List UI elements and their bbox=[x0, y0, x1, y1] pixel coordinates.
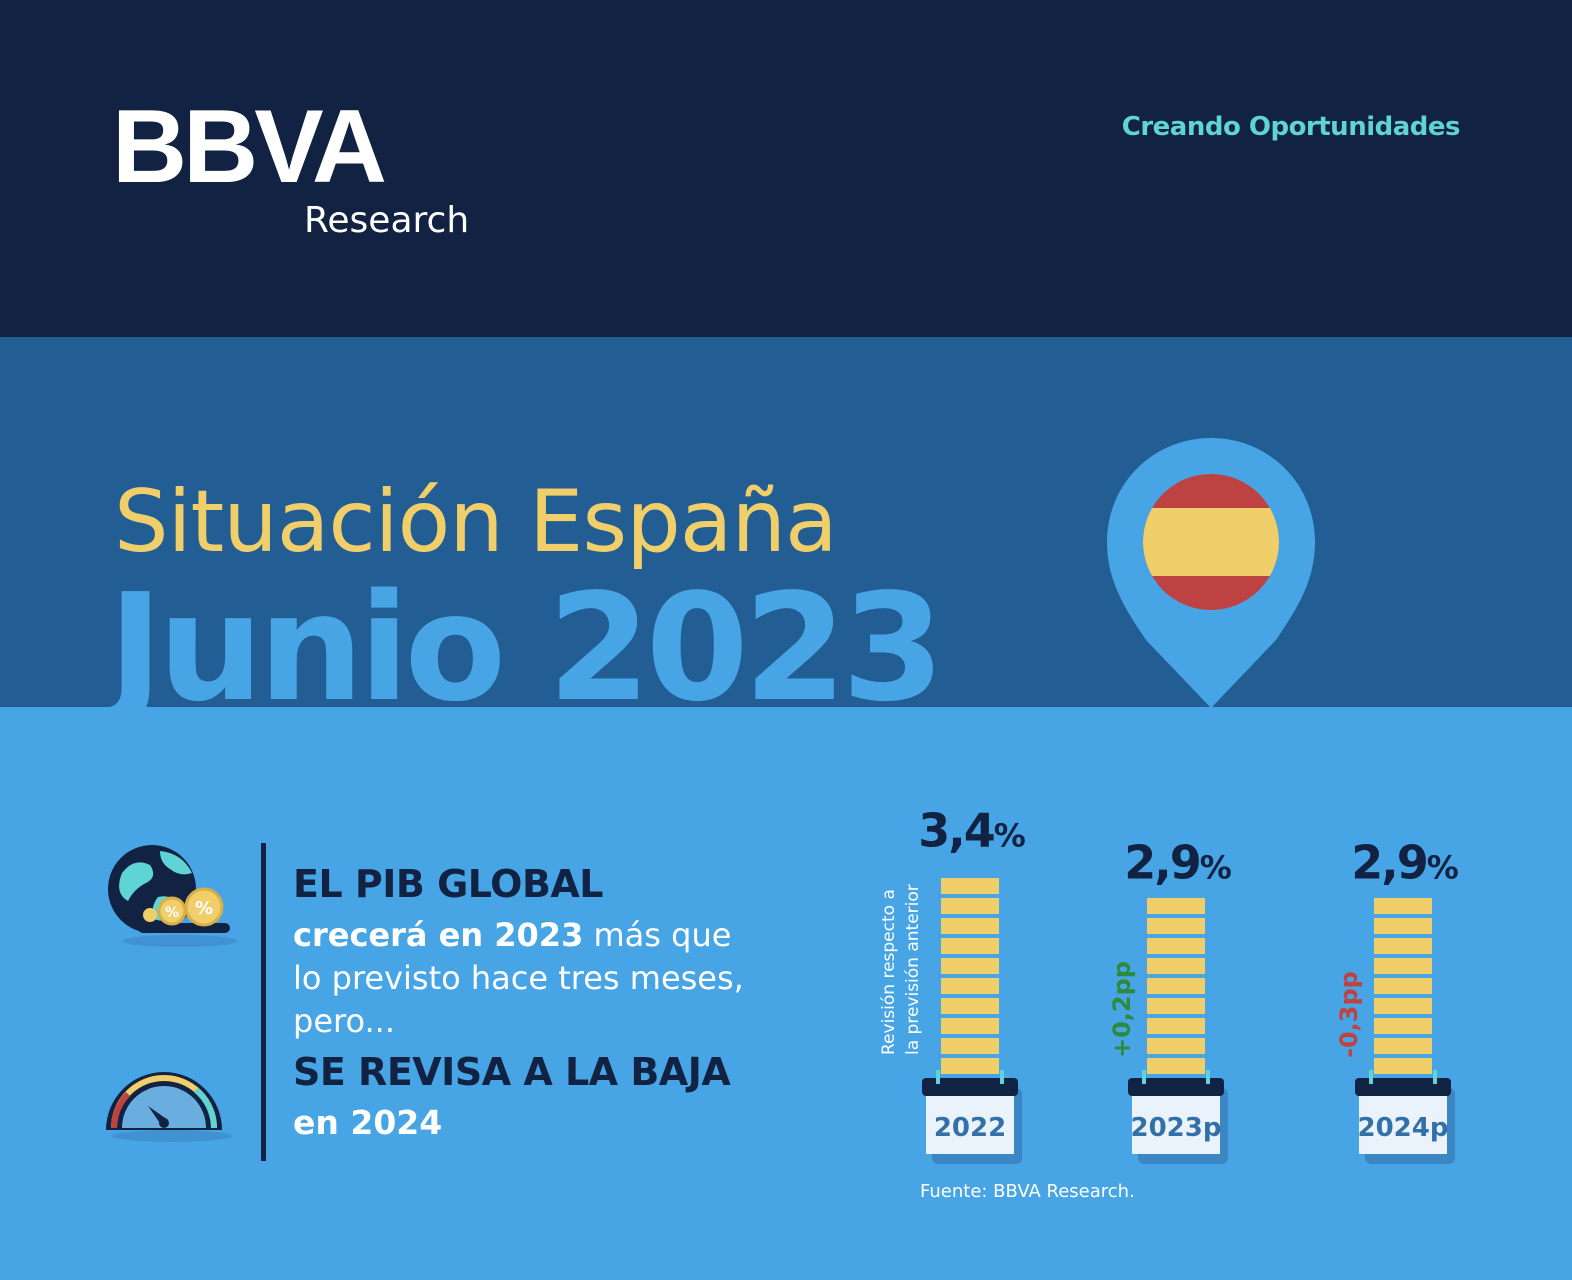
report-title: Situación España bbox=[114, 472, 838, 572]
bar-segment bbox=[941, 898, 999, 914]
gauge-icon bbox=[106, 1072, 232, 1142]
bar-segment bbox=[1147, 958, 1205, 974]
category-label-2024p: 2024p bbox=[1358, 1113, 1449, 1143]
gdp-chart: Revisión respecto a la previsión anterior… bbox=[879, 803, 1459, 1202]
value-label-2024p: 2,9% bbox=[1351, 835, 1459, 889]
globe-coins-icon: % % bbox=[108, 845, 238, 947]
bar-segment bbox=[941, 1038, 999, 1054]
summary-heading: EL PIB GLOBAL bbox=[293, 862, 604, 906]
bar-segment bbox=[941, 1018, 999, 1034]
bar-segment bbox=[1374, 898, 1432, 914]
bar-segment bbox=[1374, 958, 1432, 974]
bar-segment bbox=[1374, 1038, 1432, 1054]
bar-segment bbox=[1147, 998, 1205, 1014]
category-label-2023p: 2023p bbox=[1131, 1113, 1222, 1143]
bar-segment bbox=[1147, 1038, 1205, 1054]
bar-segment bbox=[1374, 1018, 1432, 1034]
svg-text:%: % bbox=[165, 905, 179, 921]
calendar-page bbox=[1132, 1096, 1220, 1154]
divider-line bbox=[261, 843, 266, 1161]
summary-tail: en 2024 bbox=[293, 1103, 443, 1142]
bar-segment bbox=[941, 978, 999, 994]
spain-location-pin-icon bbox=[1107, 438, 1315, 708]
bar-segment bbox=[1374, 1058, 1432, 1074]
calendar-page bbox=[1359, 1096, 1447, 1154]
summary-body: crecerá en 2023 más que lo previsto hace… bbox=[293, 914, 763, 1043]
bar-segment bbox=[941, 1058, 999, 1074]
category-label-2022: 2022 bbox=[934, 1113, 1006, 1143]
bar-segment bbox=[941, 938, 999, 954]
bar-segment bbox=[1147, 918, 1205, 934]
bar-2022 bbox=[941, 878, 999, 1074]
revision-label-2024p: -0,3pp bbox=[1335, 971, 1363, 1058]
logo-text: BBVA bbox=[112, 96, 385, 188]
report-date-clip: Junio 2023 bbox=[100, 560, 1000, 707]
revision-axis-label-line1: Revisión respecto a bbox=[879, 889, 899, 1055]
bar-segment bbox=[941, 918, 999, 934]
calendar-page bbox=[926, 1096, 1014, 1154]
bar-segment bbox=[1374, 978, 1432, 994]
logo-subtitle: Research bbox=[304, 200, 470, 241]
revision-axis-label-line2: la previsión anterior bbox=[903, 884, 923, 1055]
bar-segment bbox=[1374, 938, 1432, 954]
bar-segment bbox=[1147, 938, 1205, 954]
svg-text:%: % bbox=[195, 898, 213, 919]
header-band bbox=[0, 0, 1572, 337]
calendar-top bbox=[1355, 1078, 1451, 1096]
calendar-top bbox=[922, 1078, 1018, 1096]
value-label-2023p: 2,9% bbox=[1124, 835, 1232, 889]
bar-segment bbox=[941, 998, 999, 1014]
report-date: Junio 2023 bbox=[108, 562, 945, 707]
source-note: Fuente: BBVA Research. bbox=[920, 1181, 1135, 1202]
bar-segment bbox=[1147, 898, 1205, 914]
bar-segment bbox=[1147, 1018, 1205, 1034]
slogan: Creando Oportunidades bbox=[1121, 112, 1461, 142]
bar-2023p bbox=[1147, 898, 1205, 1074]
bar-segment bbox=[1147, 978, 1205, 994]
summary-heading-2: SE REVISA A LA BAJA bbox=[293, 1050, 731, 1094]
summary-body-rest: más que lo previsto hace tres meses, per… bbox=[293, 916, 744, 1040]
bar-segment bbox=[941, 958, 999, 974]
value-label-2022: 3,4% bbox=[918, 803, 1026, 857]
calendar-top bbox=[1128, 1078, 1224, 1096]
bar-segment bbox=[1374, 998, 1432, 1014]
revision-label-2023p: +0,2pp bbox=[1108, 961, 1136, 1058]
bar-2024p bbox=[1374, 898, 1432, 1074]
bar-segment bbox=[1374, 918, 1432, 934]
bar-segment bbox=[1147, 1058, 1205, 1074]
bbva-logo: BBVA bbox=[112, 96, 389, 188]
bar-segment bbox=[941, 878, 999, 894]
summary-body-bold: crecerá en 2023 bbox=[293, 916, 584, 954]
